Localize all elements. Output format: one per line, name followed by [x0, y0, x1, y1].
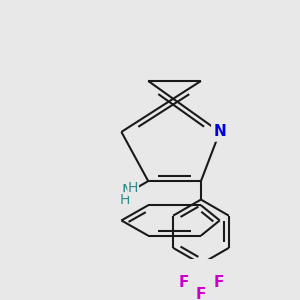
Text: H: H: [128, 181, 138, 195]
Text: F: F: [178, 275, 189, 290]
Text: H: H: [119, 193, 130, 207]
Text: F: F: [213, 275, 224, 290]
Text: N: N: [122, 184, 133, 199]
Text: N: N: [213, 124, 226, 140]
Text: F: F: [196, 287, 206, 300]
